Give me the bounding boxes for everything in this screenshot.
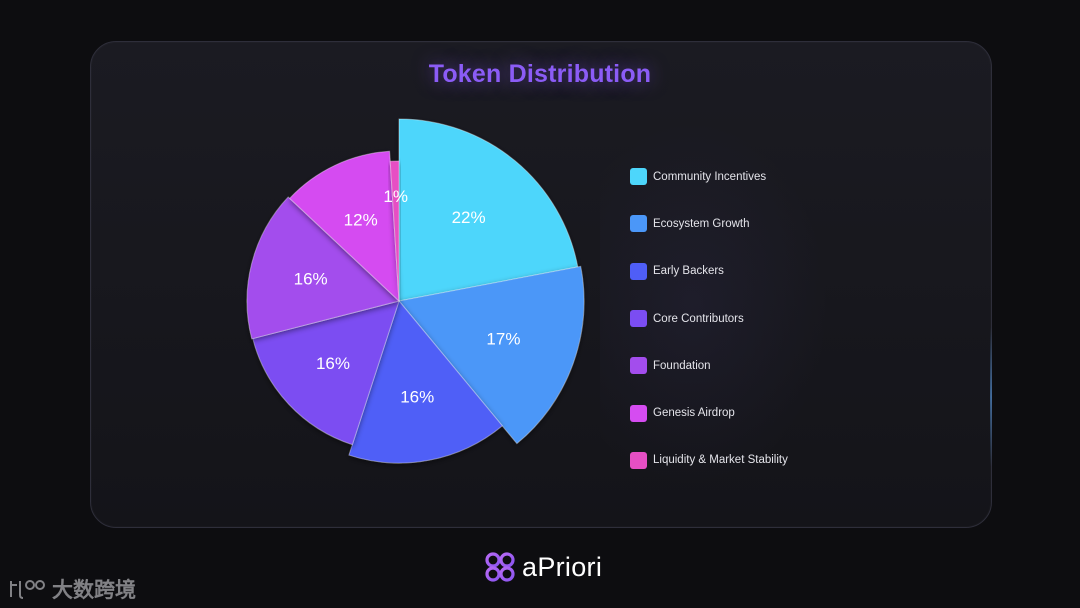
legend-label: Early Backers	[653, 265, 724, 278]
legend-item: Community Incentives	[630, 153, 870, 200]
legend-item: Early Backers	[630, 248, 870, 295]
chart-title: Token Distribution	[428, 60, 652, 88]
watermark: 大数跨境	[8, 574, 136, 604]
legend-swatch	[630, 168, 647, 186]
legend-item: Core Contributors	[630, 295, 870, 342]
legend-label: Community Incentives	[653, 170, 767, 183]
legend-label: Core Contributors	[653, 312, 744, 325]
legend-item: Liquidity & Market Stability	[630, 437, 870, 484]
brand-logo: aPriori	[484, 551, 602, 583]
slice-label: 16%	[316, 354, 350, 373]
pie-slice-ecosystem-growth	[398, 265, 585, 445]
legend-label: Liquidity & Market Stability	[653, 454, 788, 467]
slice-label: 17%	[486, 330, 520, 349]
watermark-text: 大数跨境	[52, 579, 136, 602]
legend: Community Incentives Ecosystem Growth Earl…	[630, 153, 870, 484]
pie-slice-liquidity-market-stability	[389, 160, 400, 302]
legend-swatch	[630, 357, 647, 375]
tbo-logo-icon	[10, 580, 45, 599]
pie-slice-genesis-airdrop	[288, 150, 400, 303]
legend-swatch	[630, 262, 647, 280]
legend-label: Genesis Airdrop	[653, 407, 735, 420]
legend-swatch	[630, 404, 647, 422]
legend-swatch	[630, 310, 647, 328]
slice-label: 22%	[452, 208, 486, 227]
slice-label: 12%	[344, 211, 378, 230]
legend-label: Foundation	[653, 359, 711, 372]
legend-label: Ecosystem Growth	[653, 217, 750, 230]
legend-swatch	[630, 451, 647, 469]
legend-item: Foundation	[630, 342, 870, 389]
slice-label: 1%	[383, 187, 408, 206]
brand-name: aPriori	[522, 551, 603, 582]
pie-slice-community-incentives	[398, 118, 579, 302]
slice-label: 16%	[400, 387, 434, 406]
legend-item: Ecosystem Growth	[630, 200, 870, 247]
legend-swatch	[630, 215, 647, 233]
pie-slice-foundation	[246, 196, 401, 340]
pie-slice-early-backers	[348, 299, 503, 464]
legend-item: Genesis Airdrop	[630, 389, 870, 436]
slice-label: 16%	[294, 269, 328, 288]
pie-slice-core-contributors	[252, 300, 400, 446]
quatrefoil-logo-icon	[485, 552, 515, 582]
